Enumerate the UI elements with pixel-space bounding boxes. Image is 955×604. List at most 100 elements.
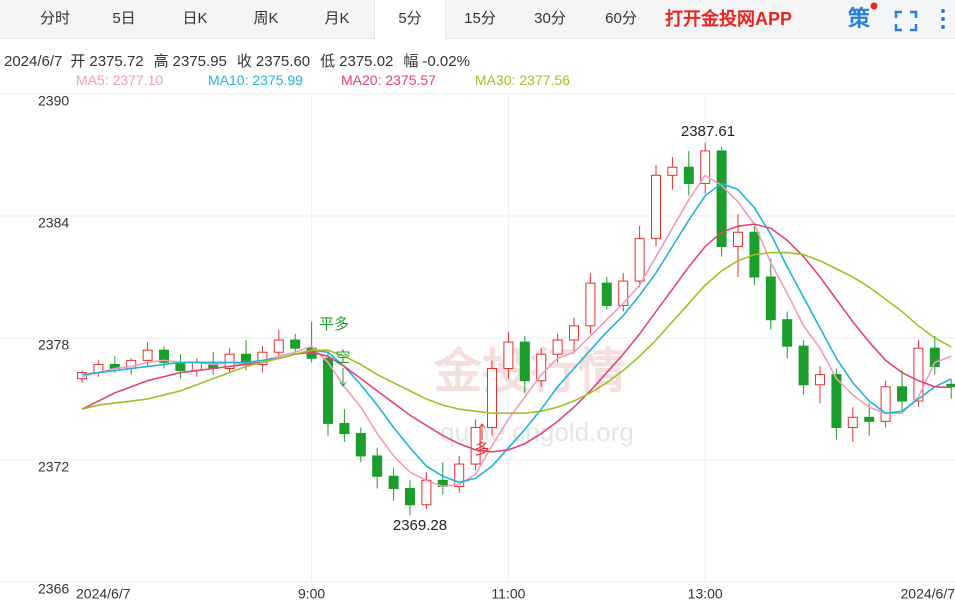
- candle-body: [355, 433, 366, 457]
- annotation: 2369.28: [393, 517, 447, 534]
- ma-line: [81, 251, 952, 415]
- tab[interactable]: 5日: [112, 10, 136, 27]
- candle-body: [651, 174, 661, 239]
- candle-body: [273, 339, 284, 353]
- x-tick-label: 13:00: [688, 586, 723, 602]
- candle-body: [372, 455, 383, 477]
- tab[interactable]: 15分: [464, 10, 496, 27]
- candle-body: [585, 282, 596, 327]
- candle-body: [700, 150, 711, 184]
- y-tick-label: 2372: [38, 459, 69, 475]
- x-tick-label: 2024/6/7: [901, 586, 955, 602]
- ma-line: [81, 182, 952, 484]
- candle-body: [880, 386, 891, 422]
- annotation: 平多: [319, 316, 349, 333]
- candle-body: [847, 416, 858, 428]
- candle-body: [782, 319, 793, 347]
- candle-body: [733, 231, 743, 247]
- annotation: 空: [335, 349, 350, 366]
- info-value: 2375.02: [339, 53, 394, 70]
- candle-body: [454, 463, 465, 487]
- x-tick-label: 9:00: [298, 586, 325, 602]
- info-label: 高: [153, 53, 169, 70]
- info-label: 收: [236, 53, 252, 70]
- info-value: 2375.95: [172, 53, 227, 70]
- app-link[interactable]: 打开金投网APP: [665, 9, 793, 29]
- candle-body: [634, 237, 645, 282]
- tab[interactable]: 月K: [324, 10, 350, 27]
- info-label: 幅: [403, 53, 419, 70]
- candle-body: [257, 351, 268, 365]
- candle-body: [946, 383, 955, 388]
- tab[interactable]: 60分: [605, 10, 637, 27]
- tab[interactable]: 日K: [182, 10, 208, 27]
- candle-body: [519, 341, 530, 382]
- candle-body: [191, 361, 202, 372]
- candle-body: [339, 422, 350, 435]
- candle-body: [159, 349, 169, 363]
- signal-arrow: [478, 423, 486, 440]
- tab[interactable]: 5分: [374, 0, 446, 39]
- toolbar: 分时 5日 日K 周K 月K 5分 15分 30分 60分 打开金投网APP 策: [0, 0, 955, 39]
- candle-body: [290, 339, 301, 349]
- fullscreen-icon[interactable]: [894, 10, 918, 32]
- candle-body: [815, 374, 825, 386]
- candle-body: [487, 368, 497, 428]
- candle-body: [864, 416, 875, 422]
- info-date: 2024/6/7: [4, 53, 63, 70]
- legend-entry: MA5: 2377.10: [76, 72, 164, 88]
- menu-dot: [941, 9, 945, 13]
- candle-body: [913, 347, 924, 402]
- legend-entry: MA30: 2377.56: [475, 72, 570, 88]
- menu-dot: [941, 25, 945, 29]
- candle-body: [421, 479, 432, 506]
- candle-body: [536, 353, 547, 382]
- candle-body: [569, 325, 579, 341]
- tab[interactable]: 周K: [253, 10, 279, 27]
- candle-body: [142, 349, 153, 361]
- candle-body: [470, 426, 481, 465]
- candle-body: [388, 475, 399, 489]
- strategy-button[interactable]: 策: [848, 6, 871, 31]
- candle-body: [618, 280, 629, 306]
- menu-dot: [941, 17, 945, 21]
- tab[interactable]: 分时: [39, 10, 70, 27]
- info-value: 2375.72: [89, 53, 144, 70]
- y-tick-label: 2384: [38, 215, 69, 231]
- y-tick-label: 2366: [38, 581, 69, 597]
- candle-body: [175, 361, 186, 372]
- candle-body: [929, 347, 940, 367]
- annotation: 多: [474, 441, 489, 458]
- annotation: 2387.61: [681, 123, 735, 140]
- ma-line: [81, 223, 952, 453]
- x-tick-label: 11:00: [491, 586, 525, 602]
- x-tick-label: 2024/6/7: [76, 586, 131, 602]
- y-tick-label: 2378: [38, 337, 69, 353]
- candle-body: [552, 339, 563, 355]
- signal-arrow: [339, 368, 347, 387]
- candle-body: [683, 166, 694, 184]
- legend-entry: MA10: 2375.99: [208, 72, 303, 88]
- tab[interactable]: 30分: [534, 10, 566, 27]
- candle-body: [224, 353, 235, 369]
- toolbar-icons: [870, 2, 945, 32]
- candle-body: [831, 374, 842, 428]
- legend-entry: MA20: 2375.57: [341, 72, 436, 88]
- candle-body: [798, 345, 809, 386]
- badge-dot: [870, 2, 878, 10]
- info-label: 低: [320, 53, 336, 70]
- watermark: quote.cngold.org: [440, 417, 634, 447]
- info-line: 2024/6/7 开 2375.72 高 2375.95 收 2375.60 低 2375.02…: [4, 50, 480, 71]
- candle-body: [897, 386, 907, 402]
- candle-body: [667, 166, 678, 176]
- candle-body: [323, 357, 333, 424]
- info-label: 开: [70, 53, 86, 70]
- candle-body: [601, 282, 612, 306]
- y-tick-label: 2390: [38, 93, 69, 109]
- candle-body: [503, 341, 514, 370]
- candle-body: [716, 150, 727, 247]
- candle-body: [765, 276, 776, 321]
- candle-body: [405, 487, 415, 506]
